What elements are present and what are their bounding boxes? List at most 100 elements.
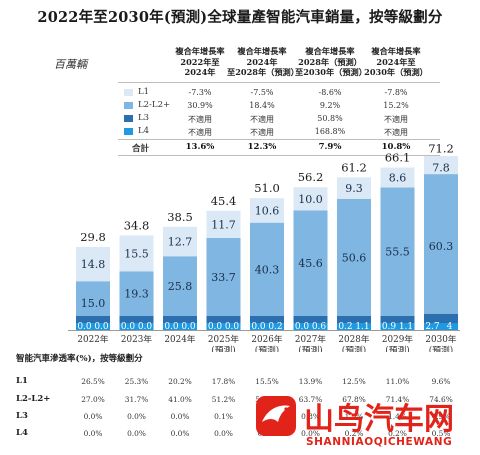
bar-total-label: 51.0 [254, 181, 280, 195]
x-tick-label: 2029年 [382, 333, 413, 345]
bar-total-label: 34.8 [124, 218, 150, 232]
watermark-name: 山鸟汽车网 [304, 402, 454, 437]
bar-segment-l1 [206, 210, 241, 238]
bar-label-l4: 0.0 [121, 322, 136, 332]
bar-total-label: 66.1 [385, 151, 411, 165]
cagr-cell: -7.5% [250, 88, 274, 97]
legend-label-l4: L4 [138, 126, 150, 136]
penetration-cell: 67.8% [342, 395, 366, 404]
cagr-total-cell: 13.6% [185, 142, 215, 152]
cagr-cell: 50.8% [317, 114, 343, 123]
cagr-total-label: 合計 [132, 144, 150, 154]
bar-segment-l1 [250, 198, 284, 223]
cagr-header-rule [118, 82, 440, 83]
cagr-cell: 不適用 [250, 128, 274, 137]
bar-segment-l2-l2+ [76, 281, 110, 316]
cagr-cell: -7.3% [188, 88, 212, 97]
bar-segment-l2-l2+ [293, 210, 328, 316]
bar-segment-l1 [424, 156, 458, 175]
x-tick-label: (預測) [211, 344, 235, 352]
cagr-header-2: 複合年增長率 2024年 至2028年（預測） [227, 46, 299, 78]
penetration-cell: 0.0% [170, 429, 190, 438]
penetration-cell: 63.7% [298, 395, 323, 404]
x-tick-label: (預測) [342, 344, 366, 352]
bar-total-label: 45.4 [211, 194, 237, 208]
bar-label-l4: 0.0 [77, 322, 92, 332]
x-tick-label: 2022年 [77, 333, 108, 345]
cagr-header-line: 至2028年（預測） [227, 67, 299, 77]
bar-label-l1: 11.7 [211, 218, 236, 231]
cagr-header-line: 2030年（預測） [364, 67, 428, 77]
bar-label-l2: 33.7 [211, 271, 236, 284]
penetration-cell: 20.2% [168, 377, 192, 386]
cagr-cell: 不適用 [384, 128, 408, 137]
bar-segment-l4 [119, 323, 154, 330]
bar-segment-l4 [337, 323, 371, 330]
bar-segment-l3 [293, 316, 328, 323]
cagr-cell: 15.2% [383, 101, 409, 110]
penetration-cell: 0.2% [388, 429, 407, 438]
cagr-cell: 18.4% [249, 101, 275, 110]
bar-segment-l1 [380, 167, 415, 188]
cagr-cell: -8.6% [318, 88, 342, 97]
x-tick-label: (預測) [298, 344, 322, 352]
penetration-cell: 12.5% [342, 377, 366, 386]
bar-segment-l4 [293, 323, 328, 330]
penetration-cell: 0.0% [127, 412, 146, 421]
x-tick-label: 2028年 [338, 333, 369, 345]
cagr-cell: 不適用 [250, 115, 274, 124]
bar-segment-l1 [163, 226, 197, 257]
bar-segment-l1 [337, 177, 371, 199]
cagr-cell: 不適用 [188, 115, 212, 124]
bar-segment-l2-l2+ [250, 222, 284, 316]
penetration-row-label: L1 [16, 376, 28, 386]
bar-segment-l1 [76, 246, 110, 282]
bar-segment-l3 [76, 316, 110, 323]
bar-label-l1: 10.0 [298, 193, 323, 206]
penetration-cell: 0.8% [301, 412, 320, 421]
penetration-cell: 0.0% [127, 429, 146, 438]
penetration-cell: 0.0% [301, 429, 320, 438]
bar-segment-l1 [119, 235, 154, 272]
watermark-logo-graphic: 山鸟汽车网 SHANNIAOQICHEWANG [256, 396, 454, 448]
bar-label-l2: 60.3 [429, 240, 454, 253]
bar-segment-l3 [337, 316, 371, 323]
x-tick-label: (預測) [429, 344, 453, 352]
bar-segment-l3 [424, 313, 458, 323]
x-tick-label: 2027年 [295, 333, 326, 345]
bar-label-l3: 0.0 [94, 322, 109, 332]
bar-label-l2: 25.8 [168, 280, 193, 293]
bar-label-l4: 0.0 [295, 322, 310, 332]
bird-icon [262, 405, 290, 422]
legend-label-l3: L3 [138, 113, 150, 123]
bar-segment-l2-l2+ [163, 256, 197, 316]
cagr-header-line: 複合年增長率 [305, 46, 355, 56]
cagr-header-line: 複合年增長率 [371, 46, 421, 56]
cagr-cell: -7.8% [384, 88, 408, 97]
penetration-cell: 9.6% [431, 377, 451, 386]
bar-segment-l4 [163, 323, 197, 330]
cagr-header-line: 2022年至 [180, 56, 220, 67]
bar-segment-l3 [380, 316, 415, 323]
bar-total-label: 29.8 [80, 230, 106, 244]
penetration-cell: 15.5% [255, 377, 279, 386]
penetration-cell: 0.5% [431, 429, 451, 438]
cagr-cell: 不適用 [188, 128, 212, 137]
cagr-cell: 不適用 [384, 115, 408, 124]
bar-segment-l2-l2+ [119, 271, 154, 316]
bar-label-l1: 7.8 [432, 161, 450, 174]
penetration-row-label: L3 [16, 411, 28, 421]
bar-segment-l2-l2+ [337, 198, 371, 316]
x-tick-label: 2030年 [425, 333, 456, 345]
bar-total-label: 61.2 [341, 160, 367, 174]
watermark-logo: 山鸟汽车网 SHANNIAOQICHEWANG [250, 392, 480, 451]
bar-label-l2: 45.6 [298, 257, 323, 270]
bar-segment-l1 [293, 187, 328, 211]
x-tick-label: (預測) [385, 344, 409, 352]
bar-segment-l3 [163, 316, 197, 323]
watermark-pinyin: SHANNIAOQICHEWANG [306, 436, 452, 448]
bar-label-l2: 50.6 [342, 251, 367, 264]
bar-segment-l3 [119, 316, 154, 323]
penetration-row-label: L4 [16, 428, 28, 438]
